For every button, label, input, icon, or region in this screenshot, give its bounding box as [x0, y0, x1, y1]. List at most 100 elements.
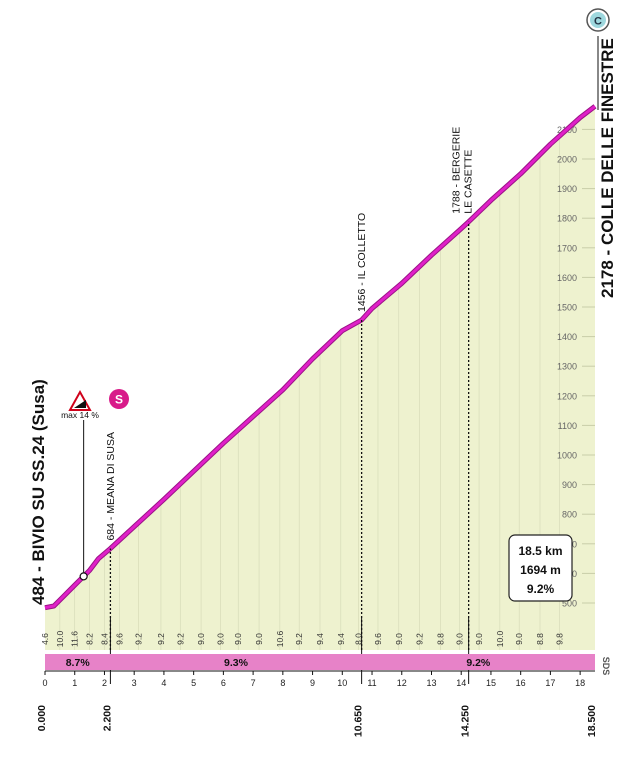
- km-gradient-label: 9.0: [254, 633, 264, 645]
- start-altitude: 484: [29, 576, 48, 605]
- km-gradient-label: 9.2: [175, 633, 185, 645]
- summary-distance: 18.5 km: [518, 544, 562, 558]
- altitude-tick-label: 1300: [557, 362, 577, 372]
- km-tick-label: 14: [456, 678, 466, 688]
- summary-average-gradient: 9.2%: [527, 582, 555, 596]
- km-tick-label: 15: [486, 678, 496, 688]
- start-km-label: 0.000: [36, 705, 48, 731]
- km-tick-label: 4: [161, 678, 166, 688]
- sprint-badge-letter: S: [115, 393, 123, 407]
- max-gradient-slope-glyph: [74, 400, 86, 408]
- km-gradient-label: 9.2: [134, 633, 144, 645]
- km-tick-label: 10: [337, 678, 347, 688]
- altitude-tick-label: 1700: [557, 243, 577, 253]
- km-gradient-label: 8.4: [99, 633, 109, 645]
- km-gradient-label: 9.0: [474, 633, 484, 645]
- km-gradient-label: 9.0: [215, 633, 225, 645]
- km-tick-label: 17: [545, 678, 555, 688]
- km-gradient-label: 9.8: [554, 633, 564, 645]
- altitude-tick-label: 1900: [557, 184, 577, 194]
- km-gradient-label: 8.0: [354, 633, 364, 645]
- start-label: 484 - BIVIO SU SS.24 (Susa): [29, 379, 48, 605]
- km-gradient-label: 9.0: [394, 633, 404, 645]
- max-gradient-label: max 14 %: [61, 410, 99, 420]
- km-gradient-label: 10.6: [275, 630, 285, 647]
- altitude-tick-label: 1600: [557, 273, 577, 283]
- section-gradients: 8.7% 9.3% 9.2%: [66, 657, 491, 669]
- km-tick-label: 0: [42, 678, 47, 688]
- altitude-tick-label: 1100: [558, 421, 577, 431]
- km-gradient-label: 9.4: [315, 633, 325, 645]
- km-tick-label: 9: [310, 678, 315, 688]
- km-tick-label: 13: [426, 678, 436, 688]
- finish-badge-letter: C: [594, 16, 602, 28]
- km-gradient-label: 4.6: [40, 633, 50, 645]
- km-tick-label: 5: [191, 678, 196, 688]
- waypoint-km-label: 10.650: [353, 705, 365, 737]
- sprint-badge-icon: [109, 389, 129, 409]
- waypoint-label-line2: LE CASETTE: [463, 150, 475, 214]
- km-axis: 0 1 2 3 4 5 6 7 8 9 10 11 12 13 14 15 16 17 18: [42, 670, 595, 688]
- start-name: BIVIO SU SS.24 (Susa): [29, 379, 48, 561]
- km-gradient-label: 9.0: [514, 633, 524, 645]
- km-gradient-label: 9.2: [156, 633, 166, 645]
- altitude-tick-label: 1200: [557, 391, 577, 401]
- km-gradient-label: 8.8: [435, 633, 445, 645]
- altitude-tick-label: 1500: [557, 303, 577, 313]
- section-gradient-label: 9.2%: [466, 657, 491, 669]
- km-gradient-label: 8.2: [85, 633, 95, 645]
- altitude-tick-label: 1800: [557, 214, 577, 224]
- altitude-tick-label: 2000: [557, 155, 577, 165]
- altitude-tick-label: 1000: [557, 451, 577, 461]
- km-gradient-label: 10.0: [495, 630, 505, 647]
- km-tick-label: 1: [72, 678, 77, 688]
- km-tick-label: 2: [102, 678, 107, 688]
- km-grid-lines: [59, 139, 560, 650]
- summary-box: [508, 534, 573, 602]
- finish-name: COLLE DELLE FINESTRE: [598, 38, 617, 245]
- km-gradient-labels: 4.6 10.0 11.6 8.2 8.4 9.6 9.2 9.2 9.2 9.0 9.0 9.0 9.…: [40, 630, 564, 647]
- km-tick-label: 16: [516, 678, 526, 688]
- km-tick-label: 6: [221, 678, 226, 688]
- km-tick-label: 7: [251, 678, 256, 688]
- km-tick-label: 11: [367, 678, 376, 688]
- altitude-tick-label: 1400: [557, 332, 577, 342]
- km-gradient-label: 11.6: [70, 631, 80, 647]
- max-gradient-point: [79, 572, 88, 581]
- waypoint-label: 684 - MEANA DI SUSA: [105, 432, 117, 541]
- km-gradient-label: 9.2: [294, 633, 304, 645]
- km-gradient-label: 9.0: [233, 633, 243, 645]
- waypoint-km-label: 14.250: [460, 705, 472, 737]
- altitude-tick-label: 500: [562, 599, 577, 609]
- section-gradient-label: 9.3%: [224, 657, 249, 669]
- altitude-tick-label: 800: [562, 510, 577, 520]
- section-band: [45, 654, 595, 670]
- km-gradient-label: 9.0: [196, 633, 206, 645]
- waypoint-label: 1788 - BERGERIE: [451, 127, 463, 214]
- altitude-tick-label: 900: [562, 480, 577, 490]
- waypoints: 684 - MEANA DI SUSA 2.200 1456 - IL COLLET…: [101, 127, 474, 737]
- km-gradient-label: 10.0: [55, 630, 65, 647]
- finish-altitude: 2178: [598, 260, 617, 298]
- km-gradient-label: 9.6: [114, 633, 124, 645]
- profile-line: [44, 105, 596, 610]
- finish-km-label: 18.500: [586, 705, 598, 737]
- km-tick-label: 3: [132, 678, 137, 688]
- km-gradient-label: 9.4: [336, 633, 346, 645]
- finish-label: 2178 - COLLE DELLE FINESTRE: [598, 38, 617, 298]
- km-gradient-label: 8.8: [535, 633, 545, 645]
- sds-label: SDS: [601, 657, 611, 676]
- km-tick-label: 18: [575, 678, 585, 688]
- km-gradient-label: 9.6: [373, 633, 383, 645]
- summary-gain: 1694 m: [520, 563, 561, 577]
- km-tick-label: 12: [397, 678, 407, 688]
- section-gradient-label: 8.7%: [66, 657, 91, 669]
- waypoint-label: 1456 - IL COLLETTO: [356, 213, 368, 312]
- km-gradient-label: 9.2: [415, 633, 425, 645]
- finish-badge-inner: [590, 12, 606, 28]
- km-tick-label: 8: [280, 678, 285, 688]
- waypoint-km-label: 2.200: [101, 705, 113, 731]
- km-gradient-label: 9.0: [455, 633, 465, 645]
